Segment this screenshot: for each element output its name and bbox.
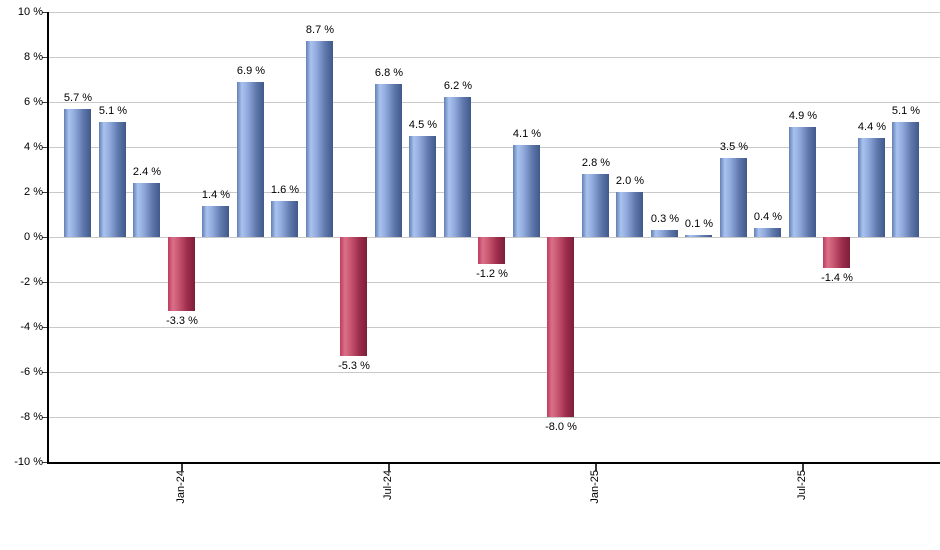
bar-positive [513, 145, 540, 237]
bar-value-label: 0.1 % [684, 218, 714, 230]
y-axis-tick [42, 12, 47, 13]
y-axis-tick-label: -2 % [20, 276, 43, 288]
bar-value-label: 0.3 % [650, 213, 680, 225]
bar-negative [547, 237, 574, 417]
y-axis-tick-label: -8 % [20, 411, 43, 423]
x-axis-tick-label: Jul-25 [796, 470, 808, 500]
y-axis-tick [42, 282, 47, 283]
x-axis-tick [388, 464, 390, 471]
bar-positive [237, 82, 264, 237]
bar-value-label: 1.6 % [270, 184, 300, 196]
bar-negative [168, 237, 195, 311]
bar-positive [409, 136, 436, 237]
bar-value-label: 0.4 % [753, 211, 783, 223]
y-axis-tick [42, 462, 47, 463]
y-axis-tick-label: 10 % [17, 6, 43, 18]
y-axis-tick-label: -4 % [20, 321, 43, 333]
gridline [49, 417, 940, 418]
bar-value-label: -1.4 % [821, 272, 853, 284]
y-axis-tick-label: 2 % [24, 186, 43, 198]
bar-value-label: 6.9 % [236, 65, 266, 77]
gridline [49, 102, 940, 103]
bar-value-label: 4.5 % [408, 119, 438, 131]
y-axis-tick [42, 417, 47, 418]
y-axis-tick-label: 8 % [24, 51, 43, 63]
bar-positive [616, 192, 643, 237]
bar-value-label: 5.1 % [98, 105, 128, 117]
y-axis-tick [42, 57, 47, 58]
bar-positive [685, 235, 712, 237]
bar-value-label: -1.2 % [476, 268, 508, 280]
bar-positive [202, 206, 229, 237]
bar-value-label: 2.8 % [581, 157, 611, 169]
bar-value-label: -5.3 % [338, 360, 370, 372]
x-axis-tick [595, 464, 597, 471]
x-axis-tick-label: Jan-25 [589, 470, 601, 504]
y-axis-line [47, 12, 49, 464]
bar-positive [99, 122, 126, 237]
bar-value-label: 5.7 % [63, 92, 93, 104]
bar-negative [823, 237, 850, 268]
bar-positive [271, 201, 298, 237]
bar-positive [444, 97, 471, 237]
bar-value-label: 8.7 % [305, 24, 335, 36]
gridline [49, 372, 940, 373]
gridline [49, 12, 940, 13]
x-axis-line [47, 462, 940, 464]
x-axis-tick [181, 464, 183, 471]
bar-positive [892, 122, 919, 237]
y-axis-tick-label: -6 % [20, 366, 43, 378]
y-axis-tick-label: 4 % [24, 141, 43, 153]
bar-value-label: 6.2 % [443, 80, 473, 92]
y-axis-tick [42, 102, 47, 103]
gridline [49, 282, 940, 283]
y-axis-tick [42, 147, 47, 148]
bar-positive [133, 183, 160, 237]
y-axis-tick-label: -10 % [14, 456, 43, 468]
y-axis-tick [42, 327, 47, 328]
x-axis-tick-label: Jul-24 [382, 470, 394, 500]
bar-value-label: 3.5 % [719, 141, 749, 153]
bar-positive [651, 230, 678, 237]
gridline [49, 147, 940, 148]
y-axis-tick [42, 192, 47, 193]
bar-value-label: -3.3 % [166, 315, 198, 327]
gridline [49, 57, 940, 58]
bar-positive [375, 84, 402, 237]
bar-positive [754, 228, 781, 237]
bar-value-label: 4.4 % [857, 121, 887, 133]
bar-positive [858, 138, 885, 237]
bar-value-label: 1.4 % [201, 189, 231, 201]
bar-positive [582, 174, 609, 237]
y-axis-tick [42, 372, 47, 373]
gridline [49, 192, 940, 193]
bar-negative [340, 237, 367, 356]
bar-positive [64, 109, 91, 237]
bar-negative [478, 237, 505, 264]
bar-value-label: -8.0 % [545, 421, 577, 433]
bar-value-label: 2.4 % [132, 166, 162, 178]
bar-value-label: 2.0 % [615, 175, 645, 187]
bar-value-label: 4.1 % [512, 128, 542, 140]
bar-positive [306, 41, 333, 237]
bar-positive [789, 127, 816, 237]
y-axis-tick [42, 237, 47, 238]
bar-value-label: 5.1 % [891, 105, 921, 117]
y-axis-tick-label: 6 % [24, 96, 43, 108]
x-axis-tick-label: Jan-24 [175, 470, 187, 504]
bar-value-label: 6.8 % [374, 67, 404, 79]
bar-value-label: 4.9 % [788, 110, 818, 122]
y-axis-tick-label: 0 % [24, 231, 43, 243]
x-axis-tick [802, 464, 804, 471]
gridline [49, 327, 940, 328]
bar-positive [720, 158, 747, 237]
